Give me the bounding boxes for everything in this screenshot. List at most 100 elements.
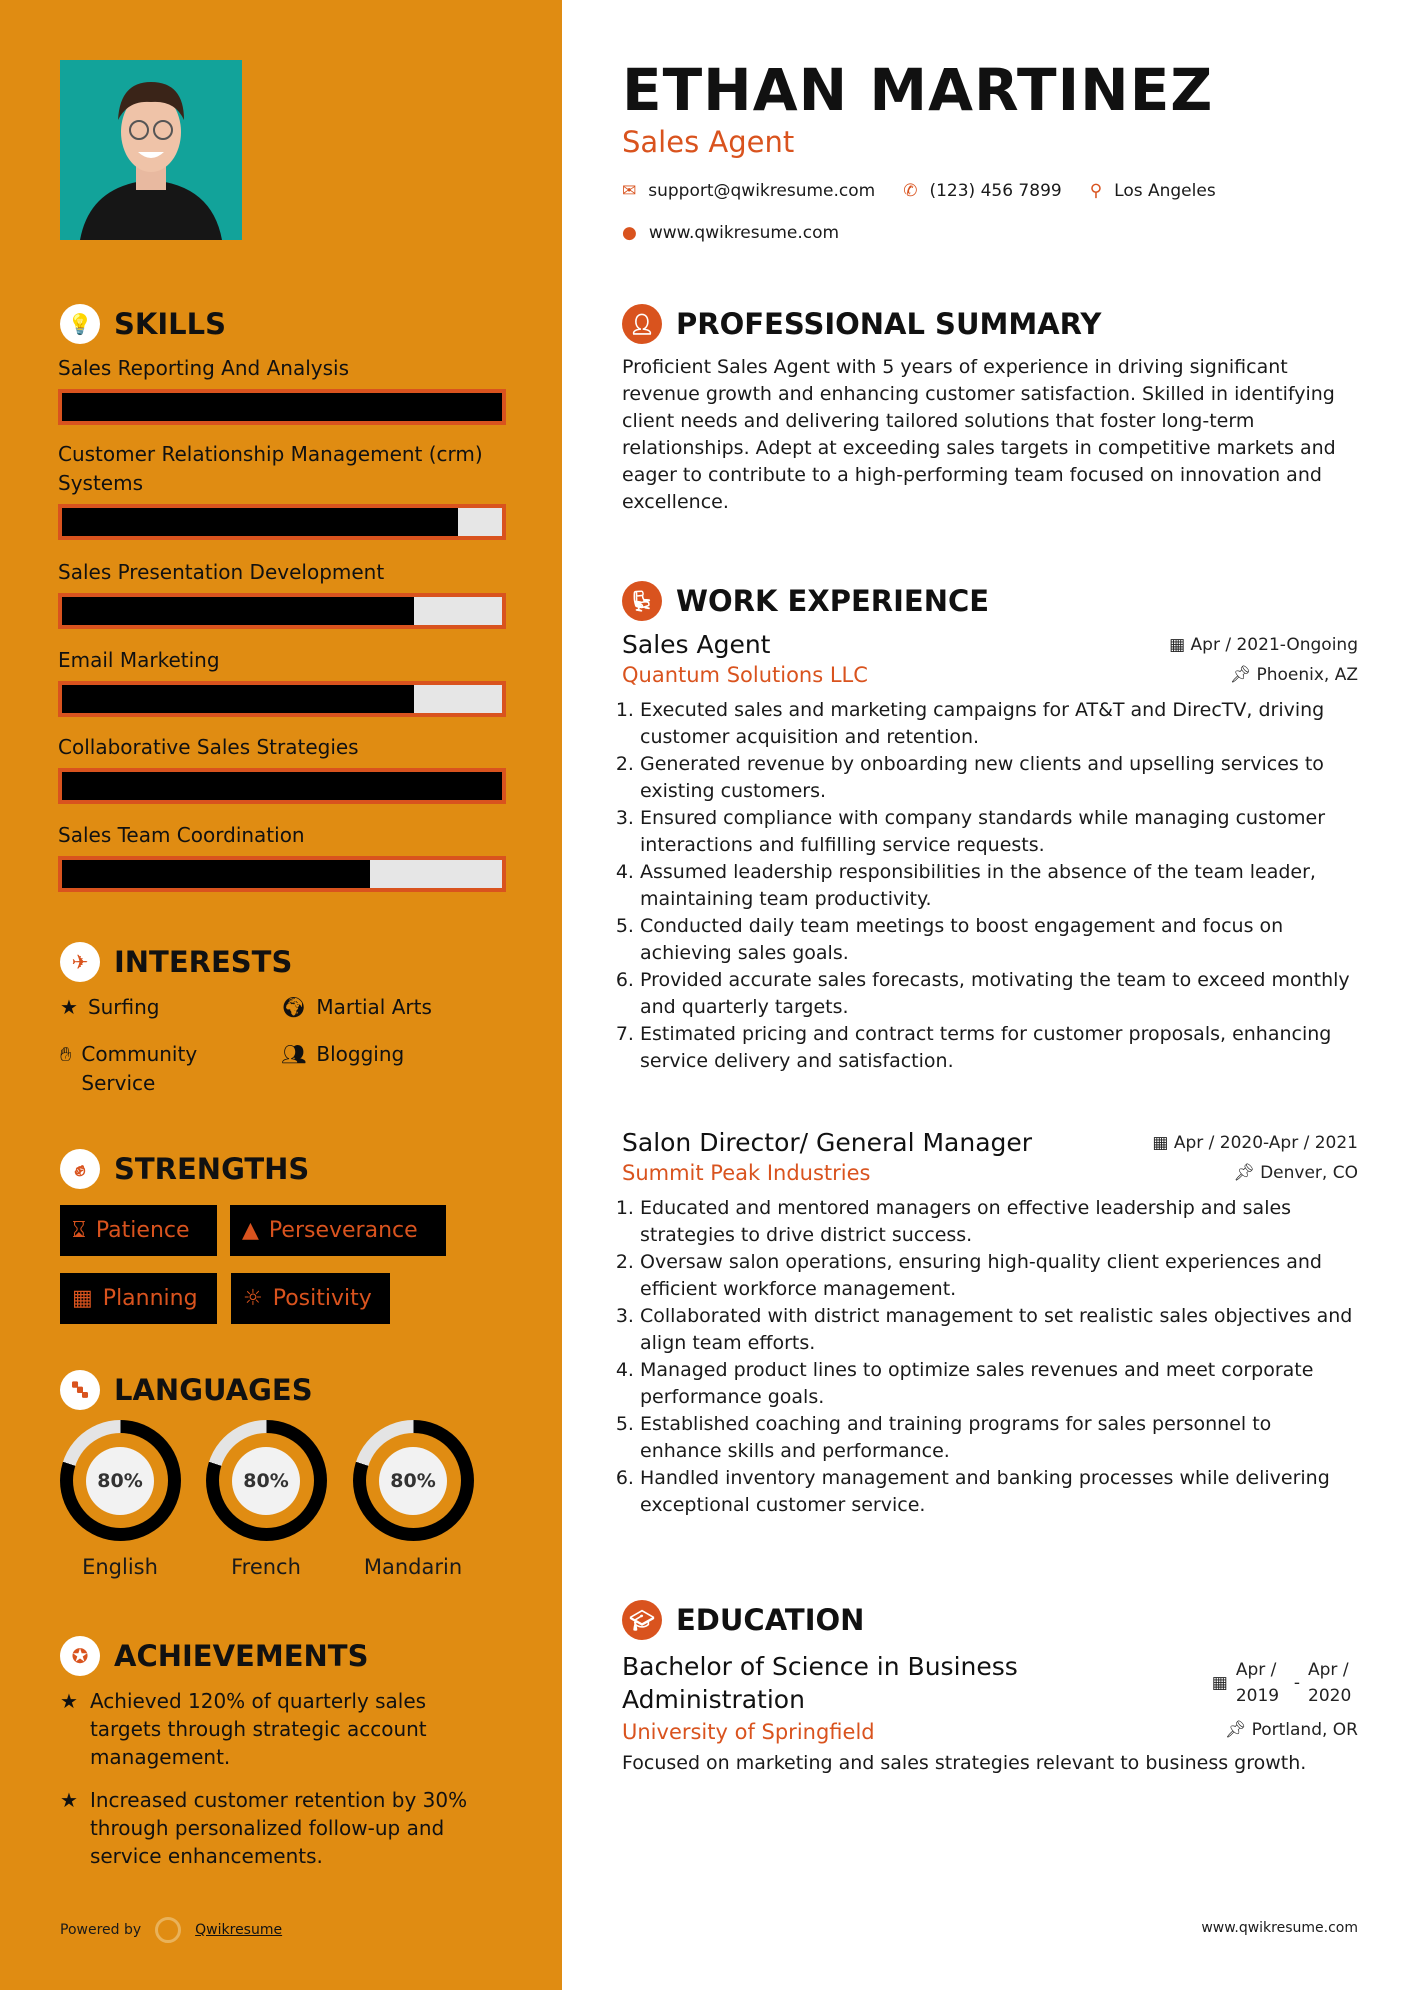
skill-label: Sales Reporting And Analysis — [58, 356, 349, 380]
road-icon: ▲ — [242, 1218, 259, 1243]
sun-icon: ☼ — [243, 1286, 263, 1311]
job-location: 📌︎ Phoenix, AZ — [1229, 665, 1358, 685]
skill-bar-fill — [62, 860, 370, 888]
pin-icon: 📌︎ — [1224, 1720, 1252, 1740]
interest-item: ★ Surfing — [60, 993, 160, 1022]
phone: (123) 456 7899 — [929, 181, 1062, 201]
skill-bar — [58, 681, 506, 717]
globe-icon: ● — [622, 223, 637, 243]
strengths-section: ✊︎ STRENGTHS — [60, 1147, 309, 1191]
interests-section: ✈ INTERESTS — [60, 940, 292, 984]
job-bullet: Provided accurate sales forecasts, motiv… — [640, 967, 1358, 1021]
user-icon: 👤︎ — [622, 304, 662, 344]
qwikresume-logo-icon — [155, 1917, 182, 1943]
language-level-ring: 80% — [59, 1420, 181, 1541]
users-icon: 👥︎ — [281, 1042, 307, 1066]
strength-tag: ▦ Planning — [60, 1273, 217, 1324]
job-bullet: Generated revenue by onboarding new clie… — [640, 751, 1358, 805]
job-bullet: Handled inventory management and banking… — [640, 1465, 1358, 1519]
skill-item: Sales Reporting And Analysis — [58, 354, 508, 425]
qwikresume-link[interactable]: Qwikresume — [195, 1922, 283, 1938]
skill-bar-fill — [62, 685, 414, 713]
footer-website[interactable]: www.qwikresume.com — [1201, 1920, 1358, 1936]
chair-icon: 💺︎ — [622, 581, 662, 621]
languages-heading: 🔤︎ LANGUAGES — [60, 1368, 313, 1412]
job-bullet: Established coaching and training progra… — [640, 1411, 1358, 1465]
job-bullet: Conducted daily team meetings to boost e… — [640, 913, 1358, 967]
calendar-icon: ▦ — [1211, 1673, 1228, 1693]
skill-bar — [58, 768, 506, 804]
calendar-icon: ▦ — [1152, 1132, 1174, 1153]
skill-bar-fill — [62, 597, 414, 625]
language-level-ring: 80% — [205, 1420, 327, 1541]
job-bullet: Managed product lines to optimize sales … — [640, 1357, 1358, 1411]
language-percent: 80% — [86, 1446, 154, 1515]
skill-bar — [58, 593, 506, 629]
lightbulb-icon: 💡 — [60, 304, 100, 344]
job-bullets: Educated and mentored managers on effect… — [614, 1195, 1358, 1519]
summary-section: 👤︎ PROFESSIONAL SUMMARY Proficient Sales … — [622, 302, 1352, 516]
skill-label: Email Marketing — [58, 648, 220, 672]
star-badge-icon: ✪ — [60, 1636, 100, 1676]
language-name: French — [231, 1555, 301, 1579]
skills-section: 💡 SKILLS — [60, 302, 226, 346]
achievement-item: ★ Achieved 120% of quarterly sales target… — [60, 1689, 427, 1769]
star-icon: ★ — [60, 1788, 78, 1812]
contact-row: ✉ support@qwikresume.com ✆ (123) 456 7899 … — [622, 181, 1216, 201]
education-dates: ▦ Apr / 2019 - Apr / 2020 — [1211, 1660, 1352, 1706]
strengths-heading: ✊︎ STRENGTHS — [60, 1147, 309, 1191]
interest-item: 🌍︎ Martial Arts — [281, 993, 432, 1022]
skill-label: Collaborative Sales Strategies — [58, 735, 359, 759]
website-link[interactable]: www.qwikresume.com — [648, 223, 840, 243]
job-title: Salon Director/ General Manager — [622, 1128, 1033, 1157]
skill-item: Sales Team Coordination — [58, 821, 508, 892]
education-section: 🎓︎ EDUCATION Bachelor of Science in Busin… — [622, 1598, 1358, 1777]
job-bullet: Executed sales and marketing campaigns f… — [640, 697, 1358, 751]
pin-icon: 📌︎ — [1233, 1163, 1261, 1183]
skill-item: Sales Presentation Development — [58, 558, 508, 629]
language-item: 80% Mandarin — [333, 1420, 493, 1579]
phone-icon: ✆ — [903, 181, 918, 201]
fist-icon: ✊︎ — [60, 1149, 100, 1189]
languages-section: 🔤︎ LANGUAGES — [60, 1368, 313, 1412]
education-location: 📌︎ Portland, OR — [1224, 1720, 1358, 1740]
pin-icon: 📌︎ — [1229, 665, 1257, 685]
skill-item: Collaborative Sales Strategies — [58, 733, 508, 804]
candidate-title: Sales Agent — [622, 125, 795, 159]
skill-bar-fill — [62, 508, 458, 536]
language-item: 80% English — [40, 1420, 200, 1579]
interests-heading: ✈ INTERESTS — [60, 940, 292, 984]
skill-item: Customer Relationship Management (crm) S… — [58, 440, 508, 540]
map-marker-icon: ⚲ — [1089, 181, 1103, 201]
skill-item: Email Marketing — [58, 646, 508, 717]
skill-bar — [58, 504, 506, 540]
job-dates: ▦ Apr / 2020-Apr / 2021 — [1152, 1132, 1358, 1153]
job-bullet: Estimated pricing and contract terms for… — [640, 1021, 1358, 1075]
hourglass-icon: ⌛︎ — [72, 1218, 86, 1243]
skill-label: Sales Team Coordination — [58, 823, 305, 847]
strength-tag: ☼ Positivity — [231, 1273, 390, 1324]
skill-label: Customer Relationship Management (crm) S… — [58, 442, 483, 495]
job-bullet: Oversaw salon operations, ensuring high-… — [640, 1249, 1358, 1303]
location: Los Angeles — [1114, 181, 1216, 201]
job-title: Sales Agent — [622, 630, 771, 659]
language-icon: 🔤︎ — [60, 1370, 100, 1410]
skills-heading: 💡 SKILLS — [60, 302, 226, 346]
graduate-icon: 🎓︎ — [622, 1600, 662, 1640]
paper-plane-icon: ✈ — [60, 942, 100, 982]
education-heading: 🎓︎ EDUCATION — [622, 1598, 1358, 1642]
skill-bar — [58, 856, 506, 892]
website-row: ● www.qwikresume.com — [622, 223, 839, 243]
skill-bar — [58, 389, 506, 425]
star-icon: ★ — [60, 1689, 78, 1713]
globe-icon: 🌍︎ — [281, 995, 307, 1019]
language-percent: 80% — [232, 1446, 300, 1515]
email[interactable]: support@qwikresume.com — [648, 181, 876, 201]
job-entry: Salon Director/ General Manager ▦ Apr / … — [622, 1128, 1358, 1519]
language-level-ring: 80% — [352, 1420, 474, 1541]
experience-heading: 💺︎ WORK EXPERIENCE — [622, 579, 989, 623]
job-bullet: Assumed leadership responsibilities in t… — [640, 859, 1358, 913]
interest-item: ✋︎ Community Service — [60, 1040, 260, 1098]
star-icon: ★ — [60, 995, 78, 1019]
hand-icon: ✋︎ — [60, 1042, 72, 1066]
